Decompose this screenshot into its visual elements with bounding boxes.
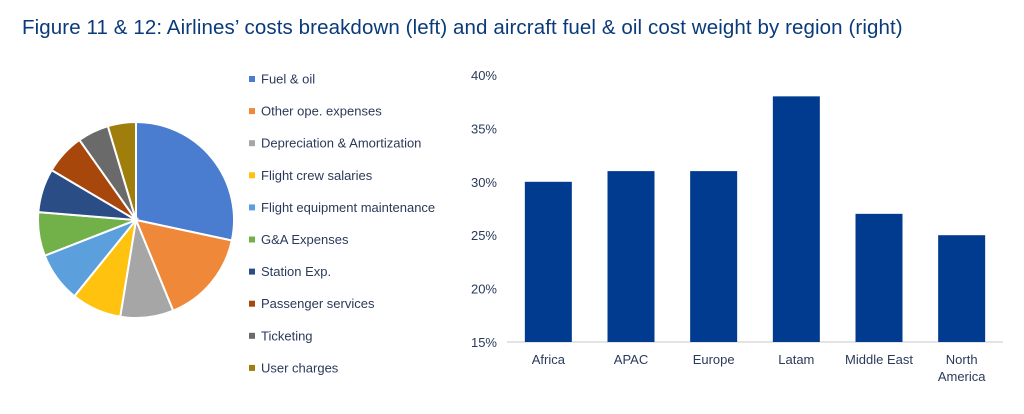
legend-label-flight-equipment-maintenance: Flight equipment maintenance [261,200,435,215]
pie-chart [37,120,235,319]
pie-slice-user-charges [106,120,137,221]
y-tick-label: 15% [471,335,497,350]
x-tick-label-latam: Latam [778,352,814,367]
legend-label-passenger-services: Passenger services [261,296,375,311]
pie-slice-other-ope-expenses [134,218,234,312]
y-tick-label: 20% [471,282,497,297]
bar-middle-east [855,213,903,342]
x-tick-label-europe: Europe [693,352,735,367]
pie-slice-fuel-oil [135,120,235,242]
legend-swatch-passenger-services [249,300,255,307]
legend-label-g-a-expenses: G&A Expenses [261,232,349,247]
legend-swatch-user-charges [249,364,255,371]
legend-label-flight-crew-salaries: Flight crew salaries [261,168,373,183]
x-tick-label-middle-east: Middle East [845,352,913,367]
legend-swatch-ticketing [249,332,255,339]
legend-label-user-charges: User charges [261,360,339,375]
legend-label-depreciation-amortization: Depreciation & Amortization [261,136,421,151]
y-tick-label: 25% [471,228,497,243]
chart-title: Figure 11 & 12: Airlines’ costs breakdow… [22,16,903,39]
bar-north-america [938,235,986,342]
legend-label-fuel-oil: Fuel & oil [261,72,315,87]
x-tick-label-apac: APAC [614,352,648,367]
legend-swatch-station-exp [249,268,255,275]
bar-africa [524,181,572,342]
x-tick-label-north-america: North America [938,352,986,384]
y-tick-label: 35% [471,121,497,136]
y-tick-label: 40% [471,68,497,83]
bar-apac [607,171,655,342]
legend-swatch-fuel-oil [249,76,255,82]
legend-swatch-flight-crew-salaries [249,172,255,179]
bar-europe [690,171,738,342]
x-tick-label-africa: Africa [532,352,566,367]
bar-chart: 15% 20% 25% 30% 35% 40% Africa APAC Europe Latam M… [471,68,1003,384]
legend-swatch-depreciation-amortization [249,140,255,147]
legend-label-station-exp: Station Exp. [261,264,331,279]
y-tick-label: 30% [471,175,497,190]
legend-label-other-ope-expenses: Other ope. expenses [261,104,382,119]
legend-swatch-g-a-expenses [249,236,255,243]
legend-label-ticketing: Ticketing [261,328,313,343]
legend-swatch-other-ope-expenses [249,108,255,115]
bar-latam [772,96,820,342]
pie-legend: Fuel & oil Other ope. expenses Depreciatio… [249,72,435,375]
legend-swatch-flight-equipment-maintenance [249,204,255,211]
